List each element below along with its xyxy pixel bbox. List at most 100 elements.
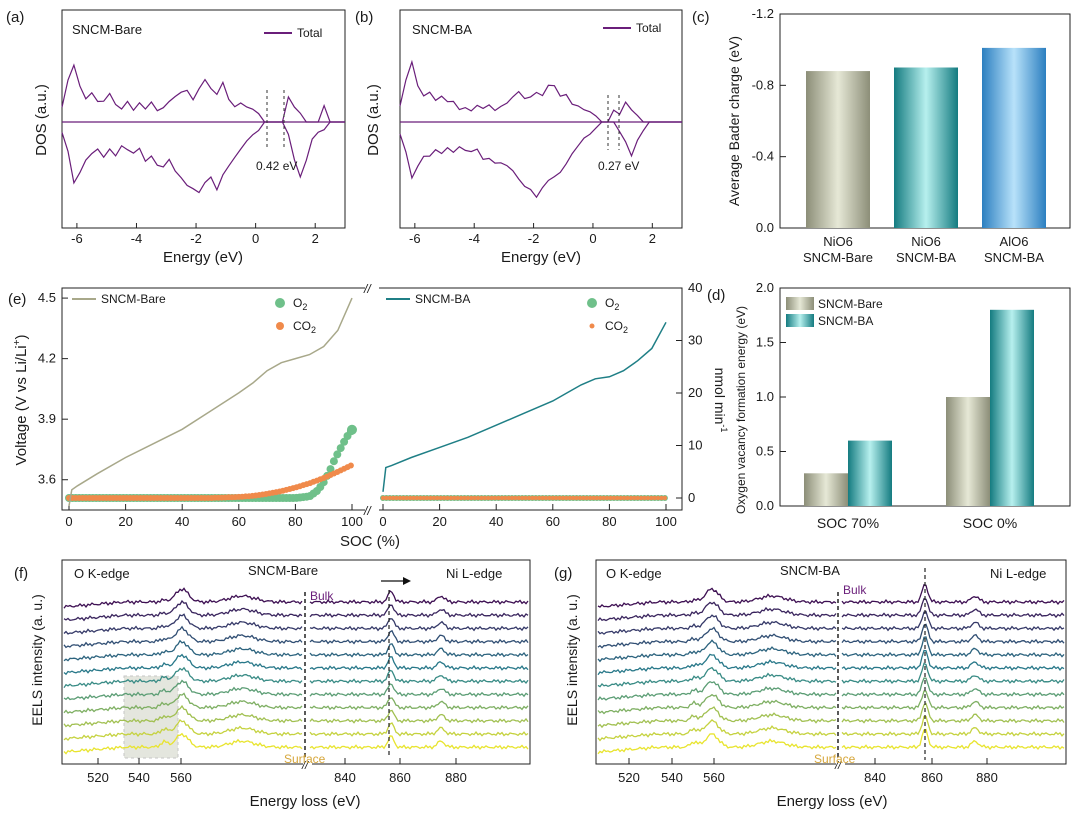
panel-f-letter: (f) (14, 565, 28, 582)
x-tick-label: 80 (288, 514, 302, 529)
panel-e-legend-co2-marker-ba (589, 323, 595, 329)
panel-g-letter: (g) (554, 565, 572, 582)
eels-spectrum-line (597, 623, 1065, 649)
co2-ba-marker (560, 495, 566, 501)
panel-a-dos-up-line (61, 63, 345, 123)
panel-f-break: // (301, 760, 309, 772)
eels-spectrum-line (597, 649, 1065, 676)
panel-e-y-ticks: 3.6 3.9 4.2 4.5 (38, 290, 68, 487)
panel-f-right-label: Ni L-edge (446, 566, 502, 581)
co2-ba-marker (530, 495, 535, 501)
panel-d-ylabel: Oxygen vacancy formation energy (eV) (734, 306, 748, 514)
co2-ba-marker (441, 495, 447, 501)
panel-f-shift-arrow-head (403, 577, 411, 585)
panel-b-letter: (b) (355, 9, 373, 26)
panel-e-xlabel: SOC (%) (340, 533, 400, 550)
panel-g-right-label: Ni L-edge (990, 566, 1046, 581)
panel-b-gap-label: 0.27 eV (598, 159, 639, 173)
co2-ba-marker (384, 495, 389, 501)
panel-b-x-ticks: -6 -4 -2 0 2 (409, 223, 656, 246)
co2-ba-marker (577, 495, 583, 501)
x-tick-label: 2 (649, 231, 656, 246)
co2-ba-marker (588, 495, 593, 501)
co2-ba-marker (584, 495, 589, 501)
co2-ba-marker (445, 495, 450, 501)
x-tick-label: 60 (546, 514, 560, 529)
co2-ba-marker (411, 495, 416, 501)
x-tick-label: 0 (65, 514, 72, 529)
category-label: SOC 0% (963, 515, 1017, 531)
x-tick-label: 520 (87, 770, 109, 785)
bar (946, 397, 990, 506)
co2-ba-marker (574, 495, 579, 501)
co2-ba-marker (628, 495, 634, 501)
panel-a-letter: (a) (6, 9, 24, 26)
eels-spectrum-line (63, 653, 529, 676)
panel-e-y2label: nmol min-1 (712, 368, 729, 433)
panel-c-y-ticks: 0.0 -0.4 -0.8 -1.2 (752, 6, 786, 235)
co2-ba-marker (489, 495, 494, 501)
y-tick-label: 1.5 (756, 335, 774, 350)
y-tick-label: -0.8 (752, 77, 774, 92)
y2-tick-label: 30 (688, 333, 702, 348)
co2-ba-marker (611, 495, 617, 501)
co2-ba-marker (554, 495, 559, 501)
co2-ba-marker (452, 495, 457, 501)
panel-e-ylabel: Voltage (V vs Li/Li+) (12, 335, 30, 466)
co2-ba-marker (455, 495, 460, 501)
co2-ba-marker (435, 495, 440, 501)
y2-tick-label: 20 (688, 385, 702, 400)
co2-ba-marker (638, 495, 644, 501)
y2-tick-label: 0 (688, 490, 695, 505)
eels-spectrum-line (597, 636, 1065, 663)
eels-spectrum-line (63, 666, 529, 689)
co2-ba-marker (418, 495, 423, 501)
co2-ba-marker (547, 495, 552, 501)
co2-ba-marker (458, 495, 464, 501)
co2-ba-marker (465, 495, 471, 501)
co2-ba-marker (397, 495, 403, 501)
panel-d-letter: (d) (707, 287, 725, 304)
panel-e-x-ticks: 0 0 20 20 40 40 60 60 80 80 100 100 (65, 504, 677, 529)
panel-g-frame (595, 559, 1067, 765)
x-tick-label: 0 (379, 514, 386, 529)
co2-ba-marker (652, 495, 657, 501)
co2-ba-marker (594, 495, 600, 501)
category-label-line2: SNCM-BA (984, 250, 1044, 265)
bar (848, 440, 892, 506)
eels-spectrum-line (597, 715, 1065, 742)
panel-f-xlabel: Energy loss (eV) (250, 793, 361, 810)
co2-ba-marker (662, 495, 668, 501)
bar (806, 71, 870, 228)
panel-b-dos-up-line (399, 59, 682, 123)
panel-a-gap-label: 0.42 eV (256, 159, 297, 173)
panel-g-surface-label: Surface (814, 752, 856, 766)
category-label-line2: SNCM-Bare (803, 250, 873, 265)
panel-f-spectra (63, 587, 529, 755)
panel-g-bulk-label: Bulk (843, 583, 867, 597)
x-tick-label: 0 (252, 231, 259, 246)
panel-e-legend-ba-label: SNCM-BA (415, 292, 470, 306)
panel-f-title: SNCM-Bare (248, 563, 318, 578)
co2-ba-marker (414, 495, 420, 501)
eels-spectrum-line (63, 625, 529, 649)
co2-ba-marker (469, 495, 474, 501)
y-tick-label: -0.4 (752, 149, 774, 164)
panel-b-frame (399, 9, 683, 229)
o2-bare-marker (336, 444, 345, 453)
eels-spectrum-line (597, 690, 1065, 715)
eels-spectrum-line (63, 679, 529, 701)
co2-ba-marker (509, 495, 515, 501)
panel-f-frame (61, 559, 531, 765)
panel-a-xlabel: Energy (eV) (163, 249, 243, 266)
y-tick-label: 0.0 (756, 498, 774, 513)
panel-f: (f) // O K-edge SNCM-Bare Ni L-edge Bulk… (14, 559, 531, 810)
panel-e-legend-o2-marker-bare (275, 298, 285, 308)
y-tick-label: 0.5 (756, 444, 774, 459)
bar (982, 47, 1046, 229)
co2-ba-marker (642, 495, 647, 501)
panel-g-xlabel: Energy loss (eV) (777, 793, 888, 810)
y-tick-label: 4.5 (38, 290, 56, 305)
category-label-line1: NiO6 (823, 234, 853, 249)
co2-ba-marker (503, 495, 508, 501)
